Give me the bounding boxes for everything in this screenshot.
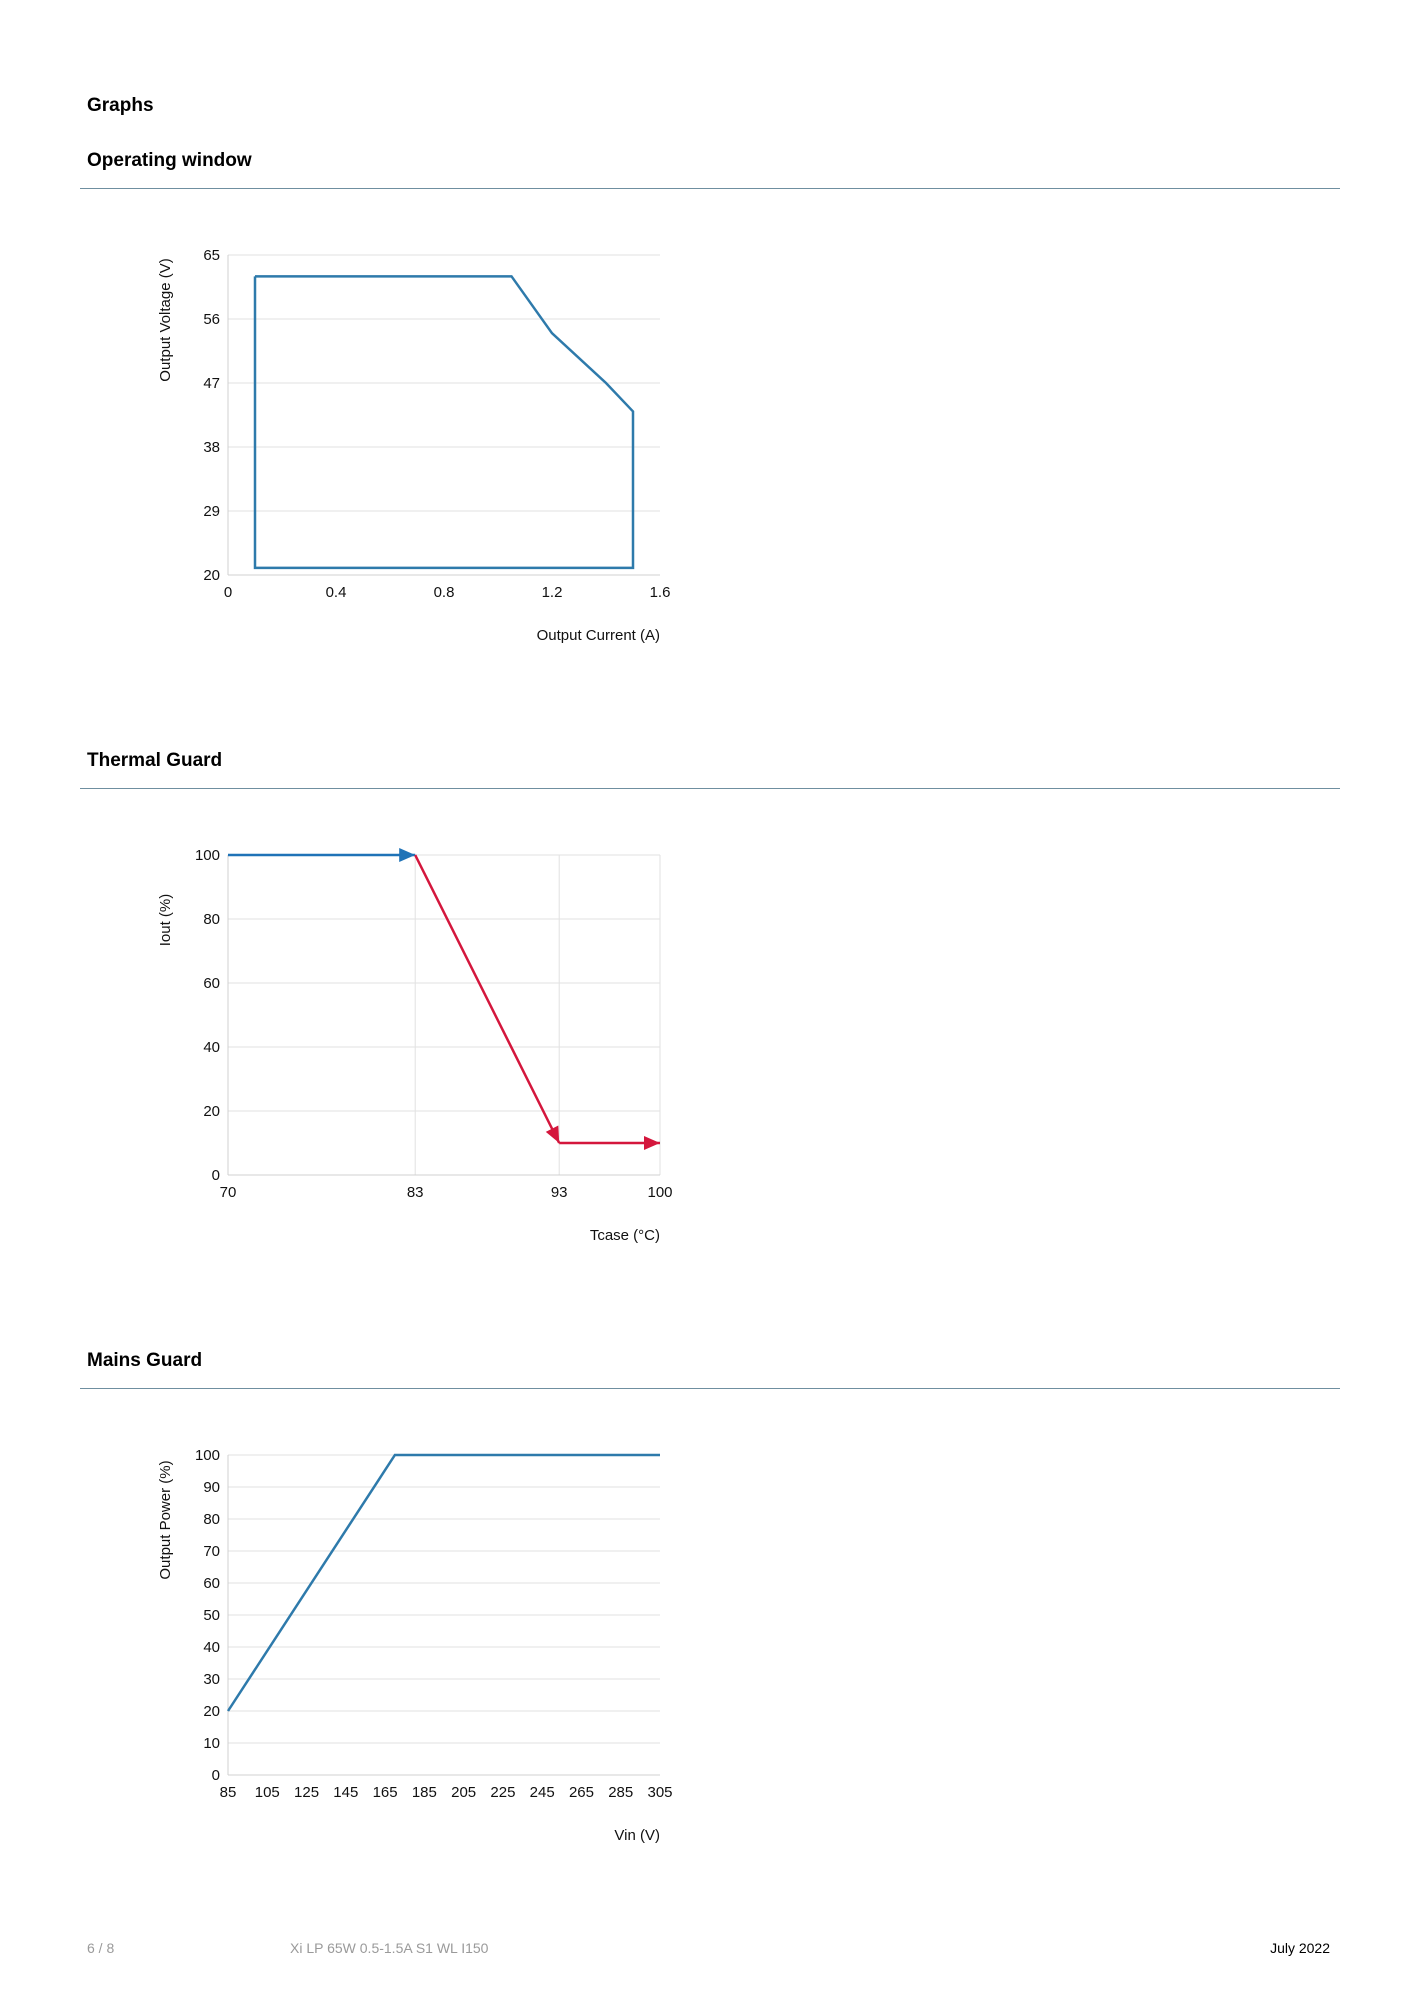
y-tick-label: 60 [203,1575,220,1592]
y-tick-label: 80 [203,1511,220,1528]
x-axis-label: Tcase (°C) [590,1227,660,1244]
divider [80,788,1340,789]
mains-guard-chart: 0 10 20 30 40 50 60 70 80 90 100 85 105 125 145 165 185 2… [140,1420,700,1870]
y-tick-label: 20 [203,1103,220,1120]
y-tick-label: 70 [203,1543,220,1560]
y-axis-label: Output Power (%) [157,1460,174,1579]
y-tick-label: 65 [203,247,220,264]
x-axis-label: Output Current (A) [537,627,660,644]
x-tick-label: 1.2 [542,584,563,601]
footer-date: July 2022 [1270,1940,1330,1956]
x-tick-label: 100 [647,1184,672,1201]
y-tick-label: 0 [212,1167,220,1184]
x-tick-label: 285 [608,1784,633,1801]
section-title: Graphs [87,95,154,116]
y-tick-label: 80 [203,911,220,928]
divider [80,188,1340,189]
x-tick-label: 85 [220,1784,237,1801]
y-tick-label: 40 [203,1039,220,1056]
x-tick-label: 265 [569,1784,594,1801]
x-tick-label: 0.4 [326,584,347,601]
x-tick-label: 185 [412,1784,437,1801]
y-tick-label: 0 [212,1767,220,1784]
y-tick-label: 40 [203,1639,220,1656]
arrowhead [399,848,416,862]
x-tick-label: 1.6 [650,584,671,601]
y-axis-label: Output Voltage (V) [157,258,174,381]
y-tick-label: 100 [195,847,220,864]
x-tick-label: 83 [407,1184,424,1201]
series-line-0 [253,275,635,570]
y-tick-label: 20 [203,567,220,584]
arrowhead [545,1125,560,1143]
operating-window-svg: 20 29 38 47 56 65 0 0.4 0.8 1.2 1.6 Output Current … [157,247,671,644]
series-line-1 [414,854,561,1144]
x-tick-label: 245 [530,1784,555,1801]
x-tick-label: 93 [551,1184,568,1201]
x-tick-label: 205 [451,1784,476,1801]
heading-thermal-guard: Thermal Guard [87,750,223,771]
x-tick-label: 125 [294,1784,319,1801]
x-tick-label: 0 [224,584,232,601]
y-tick-label: 10 [203,1735,220,1752]
heading-operating-window: Operating window [87,150,252,171]
x-tick-label: 305 [647,1784,672,1801]
y-tick-label: 30 [203,1671,220,1688]
y-tick-label: 90 [203,1479,220,1496]
y-tick-label: 50 [203,1607,220,1624]
y-axis-label: Iout (%) [157,894,174,947]
thermal-guard-svg: 0 20 40 60 80 100 70 83 93 100 Tcase (°C) Iout (%) [157,847,673,1244]
mains-guard-svg: 0 10 20 30 40 50 60 70 80 90 100 85 105 125 145 165 185 2… [157,1447,673,1844]
x-axis-label: Vin (V) [614,1827,660,1844]
x-tick-label: 145 [333,1784,358,1801]
footer-page-number: 6 / 8 [87,1940,115,1956]
y-tick-label: 20 [203,1703,220,1720]
x-tick-label: 225 [490,1784,515,1801]
y-tick-label: 38 [203,439,220,456]
y-tick-label: 100 [195,1447,220,1464]
x-tick-label: 0.8 [434,584,455,601]
y-tick-label: 56 [203,311,220,328]
y-tick-label: 60 [203,975,220,992]
y-tick-label: 47 [203,375,220,392]
arrowhead [644,1136,660,1150]
x-tick-label: 105 [255,1784,280,1801]
divider [80,1388,1340,1389]
footer-product-name: Xi LP 65W 0.5-1.5A S1 WL I150 [290,1940,489,1956]
thermal-guard-chart: 0 20 40 60 80 100 70 83 93 100 Tcase (°C) Iout (%) [140,820,700,1270]
heading-mains-guard: Mains Guard [87,1350,203,1371]
x-tick-label: 165 [373,1784,398,1801]
operating-window-chart: 20 29 38 47 56 65 0 0.4 0.8 1.2 1.6 Output Current … [140,220,700,670]
x-tick-label: 70 [220,1184,237,1201]
series-line-0 [226,1453,660,1712]
y-tick-label: 29 [203,503,220,520]
